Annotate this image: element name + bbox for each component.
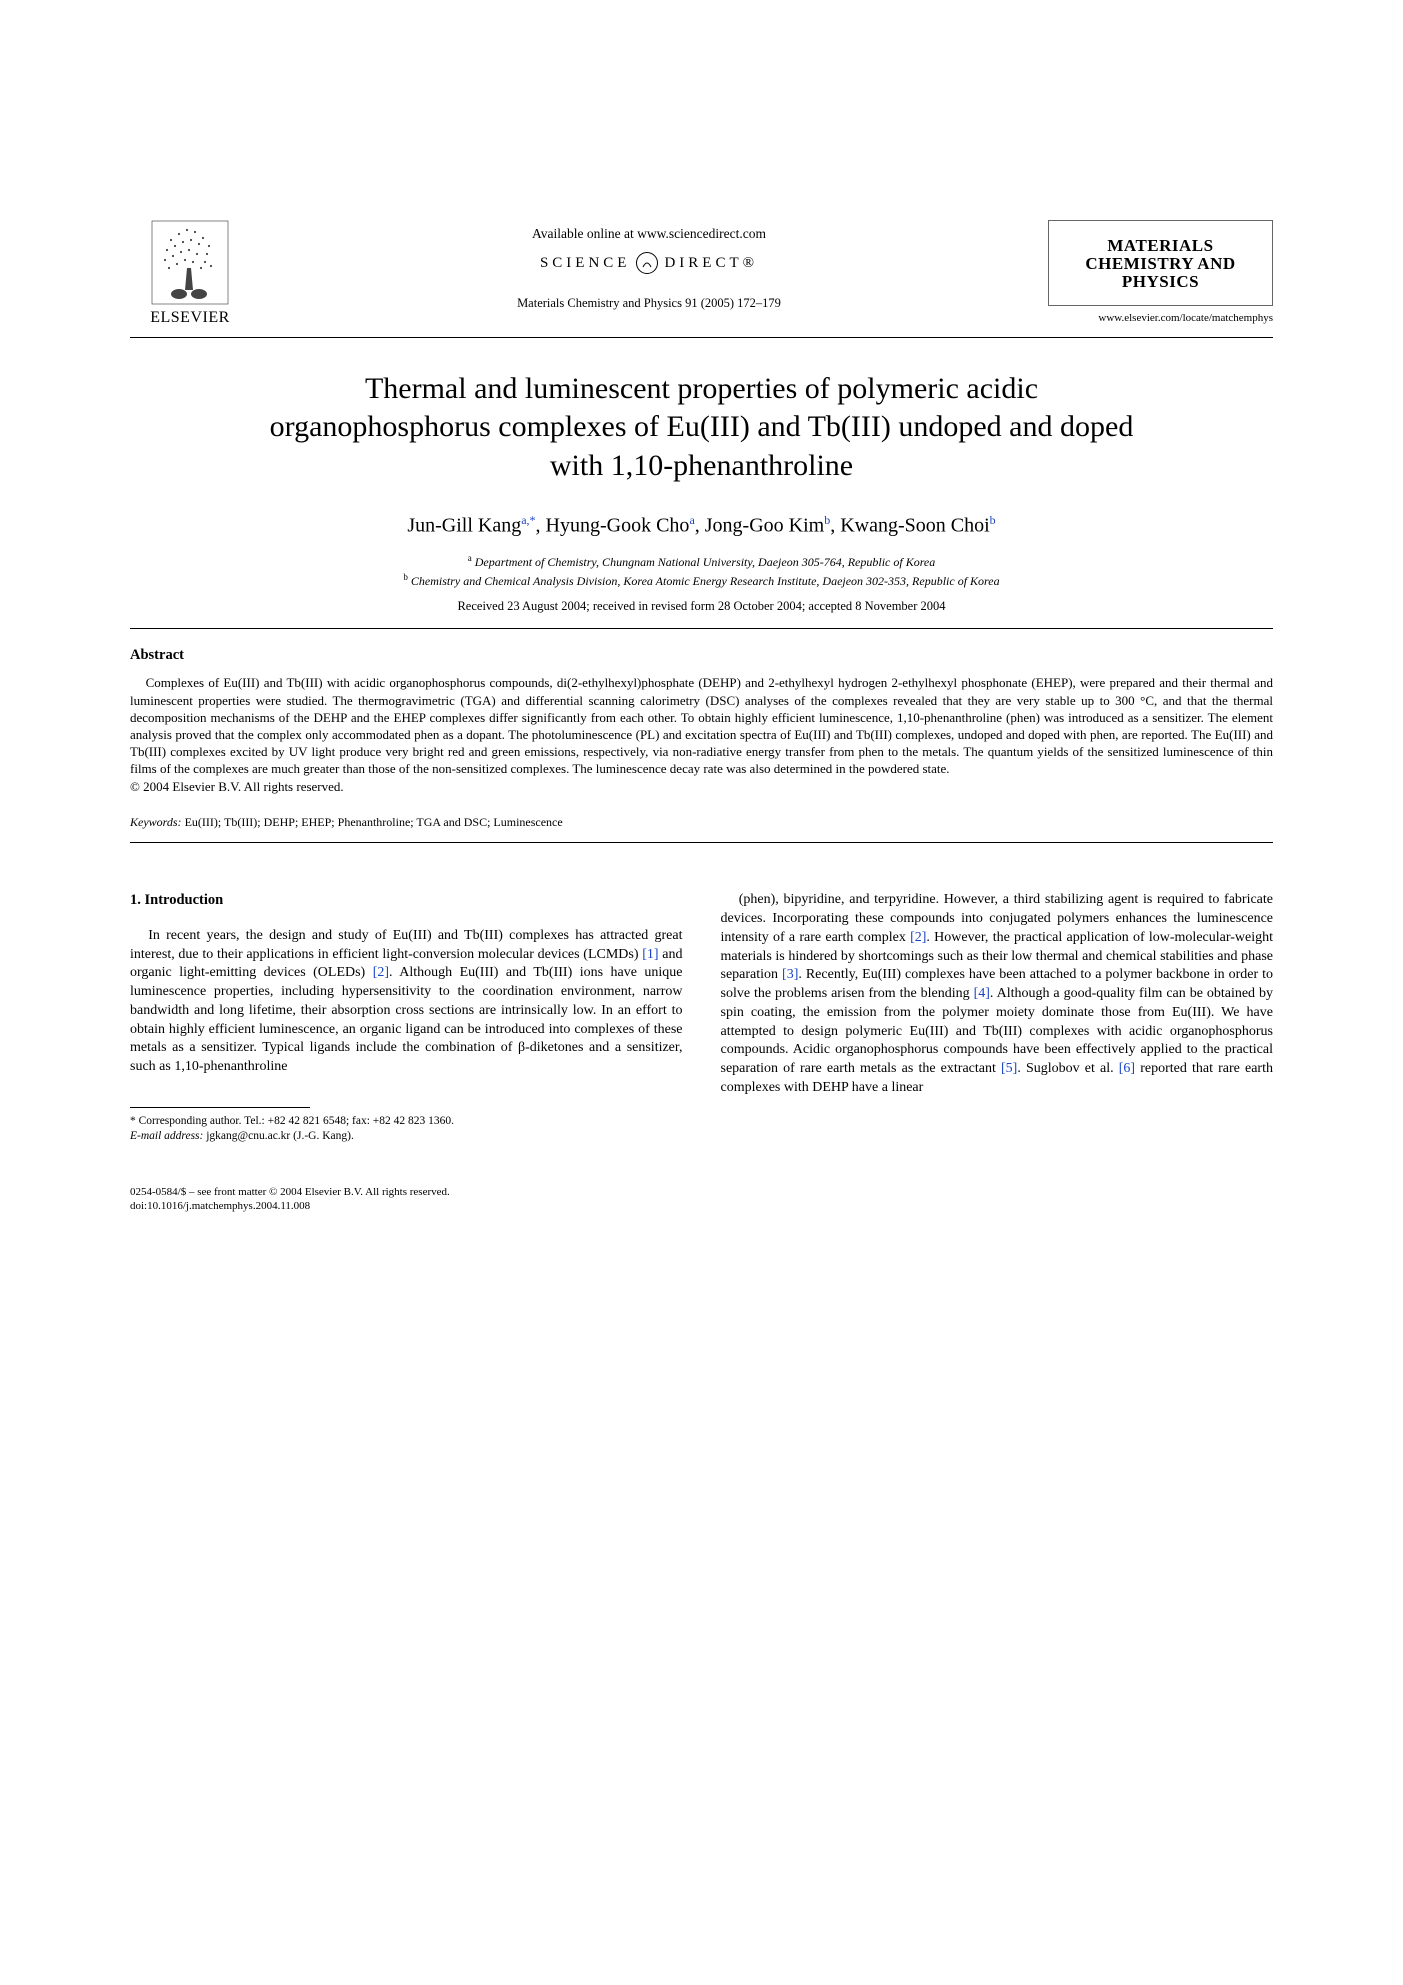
keywords-line: Keywords: Eu(III); Tb(III); DEHP; EHEP; … (130, 815, 1273, 830)
intro-paragraph-right: (phen), bipyridine, and terpyridine. How… (721, 891, 1274, 1097)
article-history: Received 23 August 2004; received in rev… (130, 599, 1273, 614)
footnotes: * Corresponding author. Tel.: +82 42 821… (130, 1114, 683, 1145)
center-header: Available online at www.sciencedirect.co… (250, 220, 1048, 311)
body-columns: 1. Introduction In recent years, the des… (130, 891, 1273, 1144)
elsevier-tree-logo (151, 220, 229, 305)
email-address: jgkang@cnu.ac.kr (J.-G. Kang). (206, 1130, 354, 1142)
publisher-block: ELSEVIER (130, 220, 250, 327)
citation-line: Materials Chemistry and Physics 91 (2005… (250, 296, 1048, 311)
abstract-heading: Abstract (130, 647, 1273, 664)
keywords-label: Keywords: (130, 815, 182, 829)
affiliation-a: a Department of Chemistry, Chungnam Nati… (130, 552, 1273, 571)
journal-url: www.elsevier.com/locate/matchemphys (1048, 312, 1273, 324)
journal-block: MATERIALS CHEMISTRY AND PHYSICS www.else… (1048, 220, 1273, 324)
left-column: 1. Introduction In recent years, the des… (130, 891, 683, 1144)
header-rule (130, 337, 1273, 338)
email-label: E-mail address: (130, 1130, 203, 1142)
page-footer-note: 0254-0584/$ – see front matter © 2004 El… (130, 1185, 1273, 1214)
journal-title-line2: CHEMISTRY AND (1085, 254, 1235, 273)
doi-line: doi:10.1016/j.matchemphys.2004.11.008 (130, 1199, 1273, 1213)
abstract-copyright: © 2004 Elsevier B.V. All rights reserved… (130, 779, 1273, 795)
publisher-name: ELSEVIER (130, 309, 250, 327)
keywords-text: Eu(III); Tb(III); DEHP; EHEP; Phenanthro… (185, 815, 563, 829)
author-list: Jun-Gill Kanga,*, Hyung-Gook Choa, Jong-… (130, 513, 1273, 538)
intro-paragraph-left: In recent years, the design and study of… (130, 927, 683, 1077)
corresponding-author-note: * Corresponding author. Tel.: +82 42 821… (130, 1114, 683, 1130)
sd-circle-icon (636, 252, 658, 274)
journal-title-box: MATERIALS CHEMISTRY AND PHYSICS (1048, 220, 1273, 306)
sciencedirect-logo: SCIENCE DIRECT® (250, 252, 1048, 274)
page-header: ELSEVIER Available online at www.science… (130, 220, 1273, 327)
abstract-top-rule (130, 628, 1273, 629)
journal-title-line3: PHYSICS (1122, 272, 1199, 291)
journal-title-line1: MATERIALS (1107, 236, 1213, 255)
article-title: Thermal and luminescent properties of po… (262, 370, 1142, 485)
right-column: (phen), bipyridine, and terpyridine. How… (721, 891, 1274, 1144)
journal-title: MATERIALS CHEMISTRY AND PHYSICS (1059, 237, 1262, 291)
front-matter-line: 0254-0584/$ – see front matter © 2004 El… (130, 1185, 1273, 1199)
sd-text-left: SCIENCE (540, 255, 631, 272)
abstract-bottom-rule (130, 842, 1273, 843)
abstract-body: Complexes of Eu(III) and Tb(III) with ac… (130, 674, 1273, 777)
available-online-text: Available online at www.sciencedirect.co… (250, 226, 1048, 242)
corresponding-email-line: E-mail address: jgkang@cnu.ac.kr (J.-G. … (130, 1129, 683, 1145)
affiliation-a-text: Department of Chemistry, Chungnam Nation… (475, 555, 936, 569)
footnote-rule (130, 1107, 310, 1108)
section-1-title: 1. Introduction (130, 891, 683, 910)
affiliations: a Department of Chemistry, Chungnam Nati… (130, 552, 1273, 590)
affiliation-b-text: Chemistry and Chemical Analysis Division… (411, 574, 1000, 588)
affiliation-b: b Chemistry and Chemical Analysis Divisi… (130, 571, 1273, 590)
sd-text-right: DIRECT® (664, 255, 758, 272)
